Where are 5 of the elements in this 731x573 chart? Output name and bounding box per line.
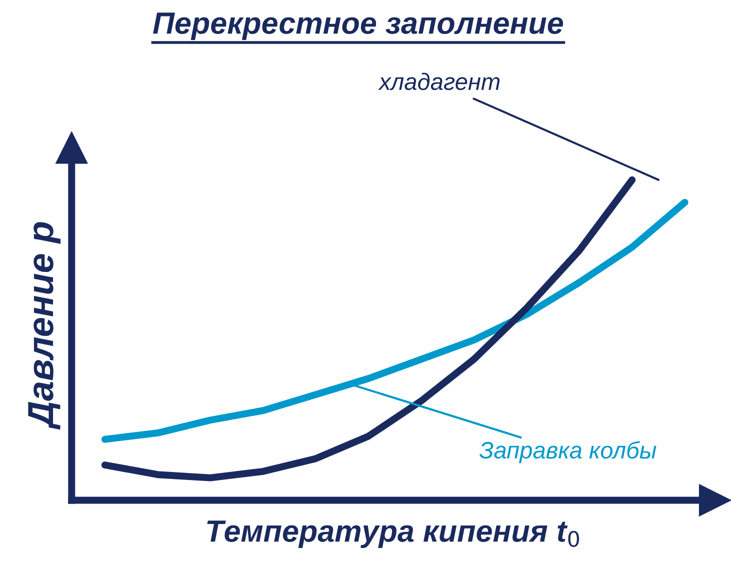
y-axis-title: Давление p — [28, 222, 61, 430]
chart-title: Перекрестное заполнение — [153, 12, 564, 40]
text: Заправка колбы — [479, 441, 656, 464]
x-axis-title: Температура кипения t$_{0}$ — [207, 520, 580, 548]
text: хладагент — [378, 72, 500, 90]
